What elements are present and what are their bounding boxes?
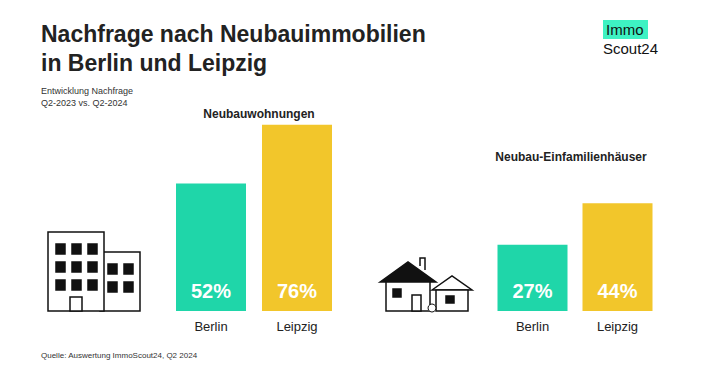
svg-text:Leipzig: Leipzig xyxy=(276,319,317,334)
svg-text:76%: 76% xyxy=(277,280,317,302)
svg-text:52%: 52% xyxy=(191,280,231,302)
svg-text:Leipzig: Leipzig xyxy=(597,319,638,334)
svg-text:Entwicklung Nachfrage: Entwicklung Nachfrage xyxy=(41,86,133,96)
svg-text:27%: 27% xyxy=(512,280,552,302)
svg-text:Immo: Immo xyxy=(606,21,644,38)
svg-text:Neubauwohnungen: Neubauwohnungen xyxy=(203,107,314,121)
svg-text:Scout24: Scout24 xyxy=(603,40,658,57)
svg-text:Nachfrage nach Neubauimmobilie: Nachfrage nach Neubauimmobilien xyxy=(41,21,426,47)
svg-text:Quelle: Auswertung ImmoScout24: Quelle: Auswertung ImmoScout24, Q2 2024 xyxy=(41,351,198,360)
svg-text:Berlin: Berlin xyxy=(516,319,549,334)
svg-text:Berlin: Berlin xyxy=(194,319,227,334)
svg-text:44%: 44% xyxy=(597,280,637,302)
svg-text:in Berlin und Leipzig: in Berlin und Leipzig xyxy=(41,50,267,76)
svg-text:Q2-2023 vs. Q2-2024: Q2-2023 vs. Q2-2024 xyxy=(41,98,128,108)
svg-text:Neubau-Einfamilienhäuser: Neubau-Einfamilienhäuser xyxy=(495,150,647,164)
